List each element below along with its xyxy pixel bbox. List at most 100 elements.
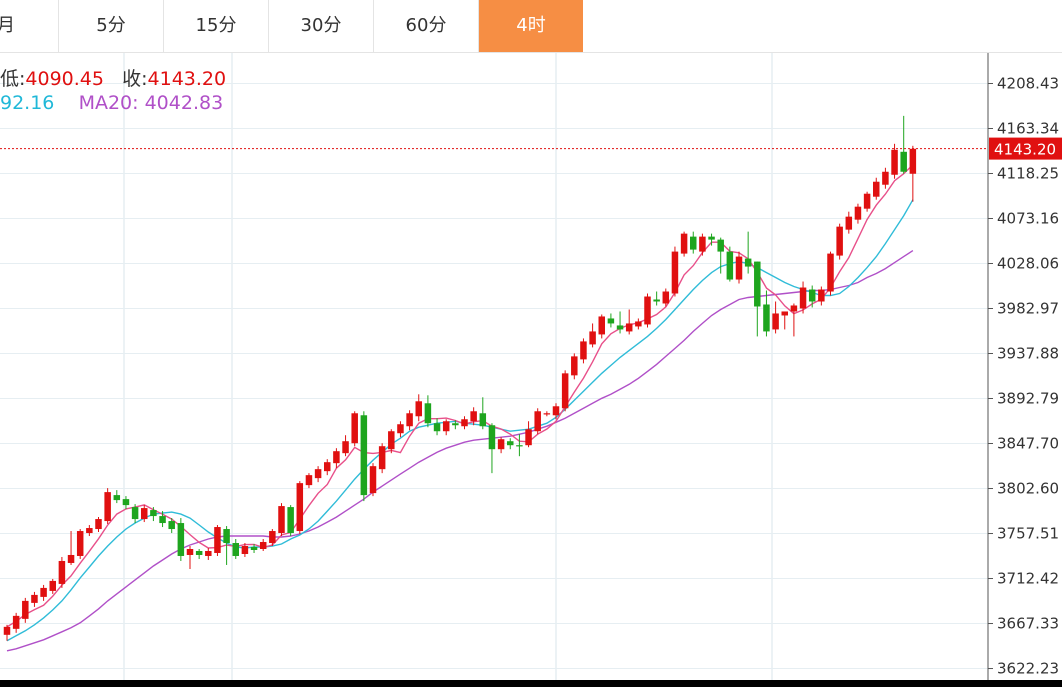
close-value: 4143.20 [147,68,227,90]
candle [616,325,624,330]
candle [324,462,331,472]
candle [205,550,212,556]
candle [589,331,596,345]
candle [168,521,175,530]
candle [717,239,724,252]
candle [744,258,752,267]
y-tick-label: 3937.88 [997,345,1059,363]
ma20-value: 4042.83 [144,92,224,114]
candle [342,441,349,454]
last-price-label: 4143.20 [994,141,1056,159]
candle [232,543,239,556]
y-tick-label: 4163.34 [997,119,1059,137]
candle [31,594,38,603]
candle [671,251,679,294]
candlestick-chart: 4208.43 4163.34 4118.25 4073.16 4028.06 3982.… [0,53,1062,680]
candle [818,289,825,302]
close-label: 收: [122,68,148,90]
ohlc-readout: 低:4090.45 收:4143.20 [0,64,226,91]
candle [680,233,688,254]
candle [653,299,660,302]
candle [799,287,807,309]
candle [909,148,917,174]
candle [662,291,670,304]
candle [516,445,523,447]
candle [67,554,75,563]
y-tick-label: 4073.16 [997,209,1059,227]
y-tick-label: 4118.25 [997,164,1059,182]
candle [150,510,157,517]
candle [452,423,459,426]
y-tick-label: 3712.42 [997,570,1059,588]
y-tick-label: 4208.43 [997,74,1059,92]
candle [250,547,258,550]
candle [598,316,605,335]
candle [415,401,422,417]
candle [561,373,569,409]
candle [580,341,587,360]
tab-15min[interactable]: 15分 [164,0,269,52]
candle [772,313,779,330]
candle [141,508,148,520]
last-price-tag [989,137,1062,160]
candle [397,424,404,434]
ma10-value: 92.16 [0,92,55,114]
ma20-label: MA20: [78,92,139,114]
candle [86,528,93,534]
candle [49,580,56,591]
candle [552,406,560,416]
candle [726,251,734,280]
candle [12,615,20,629]
candle [351,413,358,444]
candle [159,516,166,524]
tab-5min[interactable]: 5分 [59,0,164,52]
candle [22,600,29,619]
candle [214,527,221,553]
candle [314,469,322,479]
candle [378,446,386,470]
candle [497,439,505,450]
candle [3,626,11,635]
candle [296,483,304,532]
candle [406,413,413,427]
y-tick-label: 3892.79 [997,390,1059,408]
candle [388,431,395,450]
y-tick-label: 3802.60 [997,480,1059,498]
candle [113,495,121,501]
candle [873,181,880,197]
candle [735,256,743,280]
tab-4hour[interactable]: 4时 [479,0,583,52]
candle [259,542,267,549]
candle [369,466,377,494]
candle [845,216,853,230]
candle [488,425,496,450]
candle [479,413,487,427]
tab-month[interactable]: 月 [0,0,59,52]
candle [571,356,578,376]
candle [690,236,697,250]
candle [863,193,871,209]
y-tick-label: 4028.06 [997,255,1059,273]
candle [625,323,633,332]
tab-60min[interactable]: 60分 [374,0,479,52]
candle [763,304,770,332]
ma-readout: 92.16 MA20: 4042.83 [0,92,223,114]
candle [287,507,294,534]
candle [607,318,615,324]
candle [186,548,194,555]
candle [635,321,642,327]
candle [433,423,441,432]
low-value: 4090.45 [25,68,104,90]
candle [900,151,907,172]
candle [278,506,285,534]
candle [827,253,834,292]
candle [525,429,532,446]
candle [470,411,477,422]
candle [754,261,761,307]
candle [790,305,798,312]
candle [534,411,541,432]
candle [854,206,862,220]
candle [543,413,551,415]
candle [223,529,230,544]
tab-30min[interactable]: 30分 [269,0,374,52]
